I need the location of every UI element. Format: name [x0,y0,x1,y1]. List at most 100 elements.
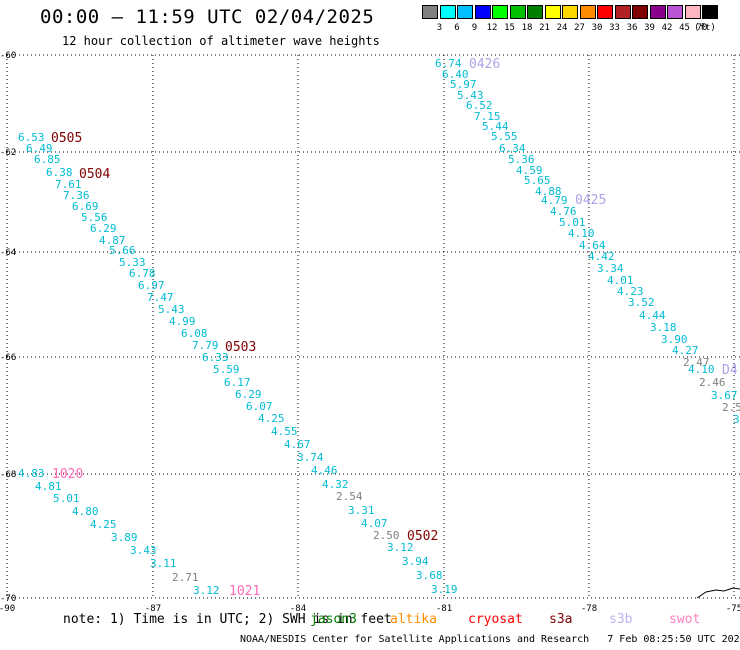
legend-label: 36 [626,23,638,33]
wave-height-value: 3.90 [661,333,688,346]
wave-height-value: 6.34 [499,142,526,155]
wave-height-value: 4.55 [271,425,298,438]
wave-height-value: 6.08 [181,327,208,340]
satellite-name: cryosat [468,612,523,627]
wave-height-value: 4.42 [588,250,615,263]
wave-height-value: 4.25 [90,518,117,531]
legend-label: 33 [609,23,620,33]
wave-height-value: 2.50 [373,529,400,542]
legend-swatch [684,5,701,19]
legend-label: 18 [521,23,533,33]
legend-label: 42 [661,23,673,33]
legend-label: 6 [454,23,460,33]
lon-label: -90 [0,604,15,614]
satellite-name: altika [390,612,437,627]
wave-height-value: 5.56 [81,211,108,224]
wave-height-value: 6.33 [202,351,229,364]
wave-height-value: 3.12 [193,584,220,597]
wave-height-value: 4.80 [72,505,99,518]
wave-height-value: 6.85 [34,153,61,166]
wave-height-value: 5.97 [450,78,477,91]
wave-height-value: 6.29 [90,222,117,235]
wave-height-value: 5.33 [119,256,146,269]
wave-height-value: 2.71 [172,571,199,584]
satellite-name: jason3 [310,612,357,627]
legend-label: 27 [574,23,585,33]
wave-height-value: 3.18 [650,321,677,334]
lat-label: -70 [0,594,16,604]
wave-height-value: 4.83 [18,467,45,480]
wave-height-value: 4.99 [169,315,196,328]
wave-height-value: 3.19 [431,583,458,596]
wave-height-value: 6.78 [129,267,156,280]
legend-swatch [492,5,508,19]
wave-height-value: 3.52 [628,296,655,309]
wave-height-value: 5.44 [482,120,509,133]
lon-label: -78 [581,604,597,614]
wave-height-value: 3.74 [297,451,324,464]
wave-height-value: 4.64 [579,239,606,252]
wave-height-value: 3 [733,413,740,426]
time-labels: 0505 0504 0503 0502 1020 1021 0426 0425 D4 [51,57,738,599]
wave-height-value: 7.79 [192,339,219,352]
legend-swatch [509,5,526,19]
time-label: 0502 [407,529,438,544]
wave-height-value: 2.5 [722,401,740,414]
wave-height-value: 5.01 [559,216,586,229]
legend-label: 15 [504,23,515,33]
wave-height-value: 3.89 [111,531,138,544]
wave-height-value: 4.07 [361,517,388,530]
lat-label: -60 [0,51,16,61]
lon-label: -84 [290,604,306,614]
wave-height-value: 5.43 [457,89,484,102]
legend-swatch [439,5,456,19]
wave-height-value: 6.52 [466,99,493,112]
wave-height-value: 3.12 [387,541,414,554]
lon-label: -81 [436,604,452,614]
wave-height-value: 7.15 [474,110,501,123]
altimeter-tracks: 6.536.496.856.387.617.366.695.566.294.87… [18,57,740,597]
page-subtitle: 12 hour collection of altimeter wave hei… [62,34,380,48]
time-label: 0426 [469,57,500,72]
legend-swatch [527,5,543,19]
time-label: D4 [722,363,738,378]
footer-note: note: 1) Time is in UTC; 2) SWH is in fe… [63,612,392,627]
wave-height-value: 6.74 [435,57,462,70]
wave-height-value: 5.36 [508,153,535,166]
time-label: 0505 [51,131,82,146]
legend-label: 9 [471,23,478,33]
legend-swatch [702,5,718,19]
wave-height-value: 4.79 [541,194,568,207]
legend-label: 45 [679,23,690,33]
legend-label: 12 [486,23,498,33]
wave-height-value: 5.65 [524,174,551,187]
wave-height-value: 4.59 [516,164,543,177]
lat-label: -64 [0,248,16,258]
wave-height-value: 6.40 [442,68,469,81]
legend-unit: (ft) [694,23,716,33]
wave-height-value: 6.53 [18,131,45,144]
wave-height-value: 2.46 [699,376,726,389]
legend-swatch [422,5,438,19]
legend-swatch [632,5,648,19]
wave-height-value: 5.59 [213,363,240,376]
credit-line: NOAA/NESDIS Center for Satellite Applica… [240,634,740,645]
legend-label: 21 [539,23,550,33]
time-label: 0504 [79,167,110,182]
wave-height-value: 4.46 [311,464,338,477]
wave-height-value: 4.23 [617,285,644,298]
wave-height-value: 4.10 [568,227,595,240]
lat-label: -68 [0,470,16,480]
wave-height-value: 5.66 [109,244,136,257]
wave-height-value: 4.81 [35,480,62,493]
wave-height-value: 6.07 [246,400,273,413]
lon-label: -87 [145,604,161,614]
wave-height-value: 4.44 [639,309,666,322]
time-label: 0425 [575,193,606,208]
wave-height-value: 4.32 [322,478,349,491]
time-label: 1021 [229,584,260,599]
legend-swatch [667,5,683,19]
wave-height-value: 6.49 [26,142,53,155]
